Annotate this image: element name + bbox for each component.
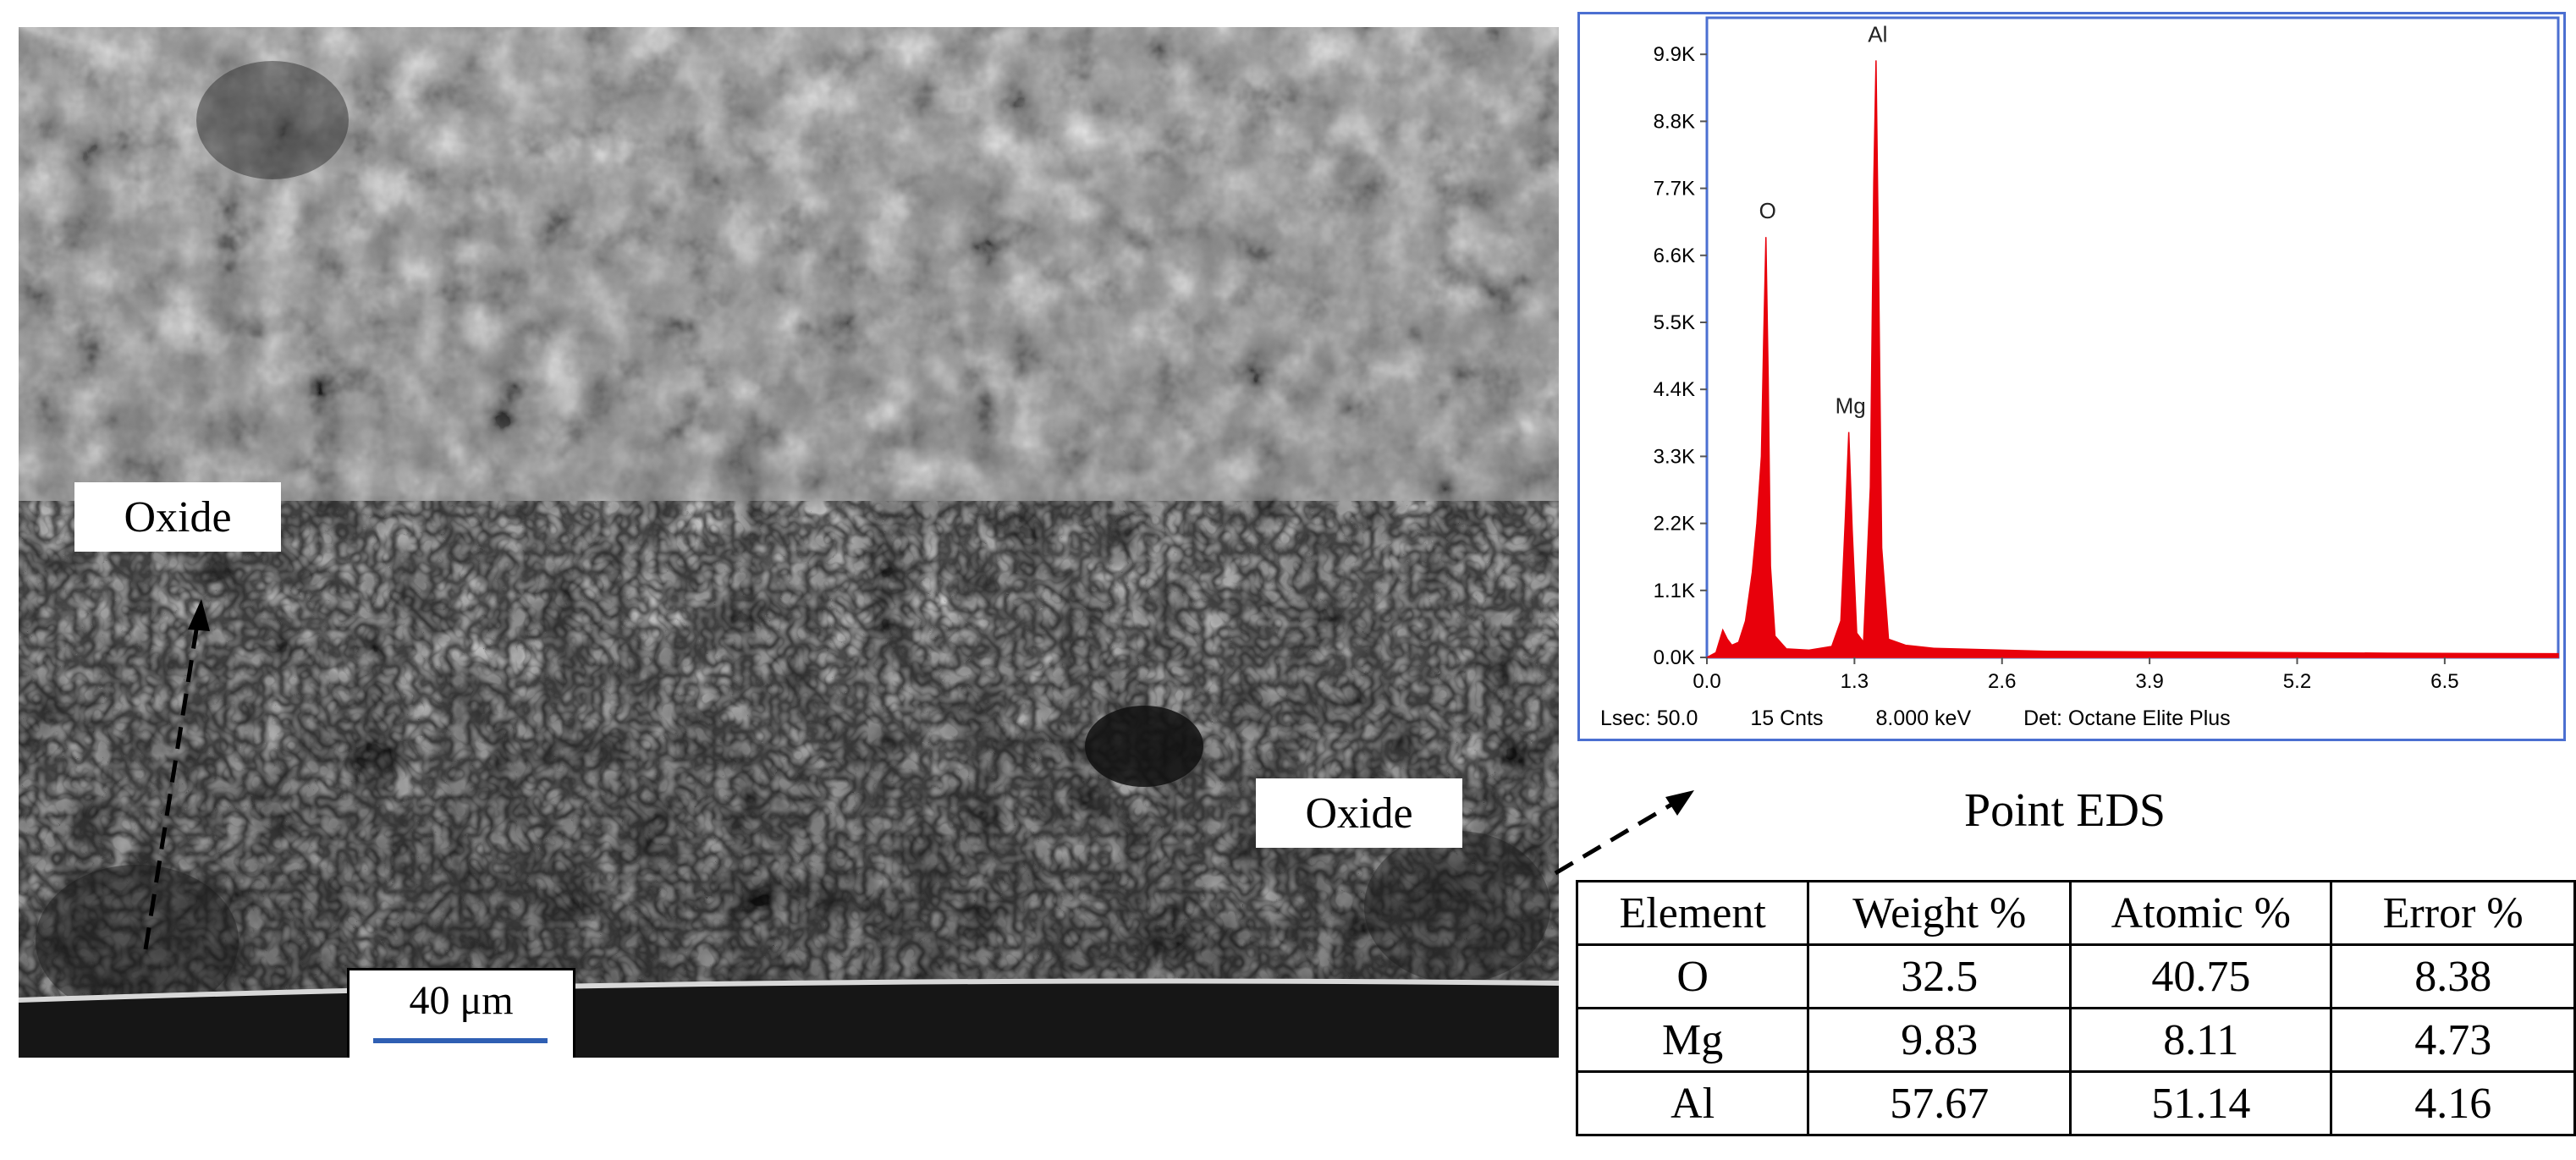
y-tick-label: 4.4K [1654,378,1695,401]
footer-counts: 15 Cnts [1750,706,1824,730]
y-tick-label: 1.1K [1654,580,1695,602]
y-tick-label: 0.0K [1654,646,1695,669]
peak-label-al: Al [1868,21,1887,47]
table-row: Al 57.67 51.14 4.16 [1575,1070,2576,1136]
peak-label-mg: Mg [1836,393,1866,419]
eds-spectrum-chart: 0.0K 1.1K 2.2K 3.3K 4.4K 5.5K 6.6K 7.7K 8.8K 9.9K… [1654,16,2560,691]
cell-weight: 57.67 [1807,1070,2072,1136]
x-tick-label: 3.9 [2135,670,2163,691]
header-weight: Weight % [1807,880,2072,946]
footer-detector: Det: Octane Elite Plus [2023,706,2231,730]
peak-label-o: O [1759,198,1776,223]
x-tick-label: 1.3 [1841,670,1869,691]
cell-atomic: 40.75 [2069,943,2333,1009]
y-tick-label: 8.8K [1654,110,1695,133]
y-tick-label: 2.2K [1654,513,1695,536]
callout-arrow [1554,790,1694,876]
sem-micrograph: Oxide Oxide 40 μm [19,27,1559,1058]
table-header-row: Element Weight % Atomic % Error % [1575,880,2576,946]
cell-weight: 32.5 [1807,943,2072,1009]
cell-atomic: 51.14 [2069,1070,2333,1136]
spectrum-area [1706,60,2559,658]
spectrum-footer: Lsec: 50.0 15 Cnts 8.000 keV Det: Octane… [1600,706,2231,740]
cell-error: 4.73 [2330,1007,2576,1073]
oxide-label-right: Oxide [1256,778,1462,848]
point-eds-title: Point EDS [1963,784,2166,837]
header-atomic: Atomic % [2069,880,2333,946]
table-row: O 32.5 40.75 8.38 [1575,943,2576,1009]
y-tick-label: 5.5K [1654,311,1695,334]
micrograph-texture [19,27,1559,1058]
x-tick-label: 5.2 [2283,670,2311,691]
y-tick-label: 3.3K [1654,445,1695,468]
header-element: Element [1575,880,1810,946]
scale-bar-box: 40 μm [347,968,575,1058]
cell-weight: 9.83 [1807,1007,2072,1073]
y-tick-label: 6.6K [1654,245,1695,267]
scale-bar-line [373,1038,548,1043]
cell-element: Al [1575,1070,1810,1136]
y-tick-label: 7.7K [1654,178,1695,201]
oxide-label-left: Oxide [74,482,281,552]
cell-element: Mg [1575,1007,1810,1073]
eds-table: Element Weight % Atomic % Error % O 32.5… [1575,880,2576,1136]
footer-energy: 8.000 keV [1875,706,1972,730]
y-tick-label: 9.9K [1654,43,1695,66]
header-error: Error % [2330,880,2576,946]
cell-error: 4.16 [2330,1070,2576,1136]
table-row: Mg 9.83 8.11 4.73 [1575,1007,2576,1073]
cell-element: O [1575,943,1810,1009]
scale-bar-label: 40 μm [409,978,514,1023]
x-tick-label: 0.0 [1693,670,1720,691]
cell-error: 8.38 [2330,943,2576,1009]
cell-atomic: 8.11 [2069,1007,2333,1073]
x-tick-label: 2.6 [1988,670,2016,691]
eds-spectrum-panel: 0.0K 1.1K 2.2K 3.3K 4.4K 5.5K 6.6K 7.7K 8.8K 9.9K… [1577,12,2566,741]
footer-live-seconds: Lsec: 50.0 [1600,706,1698,730]
x-tick-label: 6.5 [2430,670,2458,691]
plot-frame [1705,16,2560,659]
